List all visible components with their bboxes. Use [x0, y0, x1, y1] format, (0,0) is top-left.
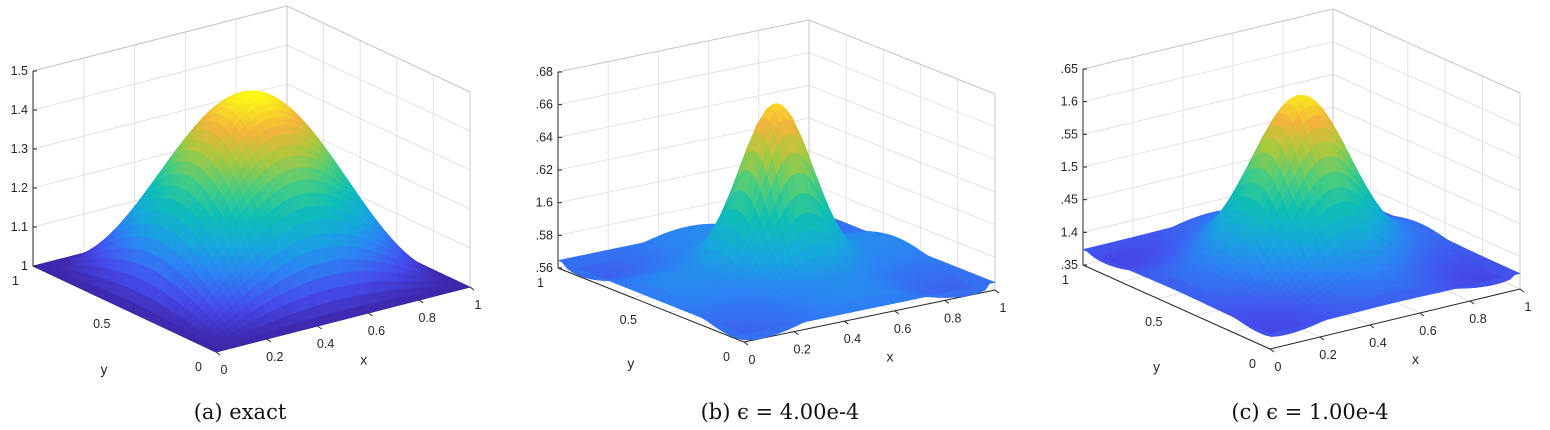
y-axis-label: y	[100, 361, 107, 377]
y-tick-label: 0	[723, 350, 730, 364]
z-tick-label: 1	[21, 259, 28, 273]
x-tick-label: 0.6	[368, 324, 385, 338]
z-tick-label: 1.3	[11, 142, 28, 156]
y-axis-line	[557, 267, 745, 343]
x-tick-mark	[317, 325, 322, 330]
z-tick-label: .68	[536, 65, 553, 79]
surface-plot-eps-1e-4: 0 0.2 0.4 0.6 0.8 1 0 0.5 1.35 1.4.45 1.5.55 1.6.65…	[1040, 0, 1550, 395]
surface-plot-exact: 0 0.2 0.4 0.6 0.8 1 0 0.5 1 1 1.1 1.2 1.3 1.4 1.5 x y	[0, 0, 500, 395]
x-tick-label: 0.4	[317, 337, 334, 351]
x-axis-label: x	[360, 351, 367, 367]
x-tick-label: 0.4	[844, 332, 861, 346]
x-tick-mark	[944, 299, 950, 304]
x-tick-mark	[844, 320, 849, 325]
x-tick-label: 0.6	[894, 322, 911, 336]
y-axis-label: y	[627, 355, 634, 371]
chart-c-canvas: 00.20.40.60.8100.51.351.4.451.5.551.6.65…	[1061, 8, 1532, 375]
box-edge	[1082, 8, 1334, 70]
x-tick-mark	[894, 310, 899, 315]
x-tick-label: 1	[475, 298, 482, 312]
wall-gridline	[1082, 8, 1521, 94]
z-tick-label: .62	[536, 163, 553, 177]
surface-mesh	[556, 102, 997, 341]
z-tick-label: .66	[536, 98, 553, 112]
box-edge	[1332, 8, 1521, 94]
surface-patch	[210, 348, 223, 353]
tick-labels: 00.20.40.60.8100.51.56.581.6.62.64.66.68…	[536, 65, 1007, 371]
x-tick-mark	[994, 289, 1000, 294]
x-tick-mark	[793, 331, 799, 336]
surface-mesh	[1082, 94, 1521, 337]
x-tick-mark	[368, 312, 373, 317]
x-tick-label: 0	[221, 363, 228, 377]
z-tick-label: .58	[536, 228, 553, 242]
z-tick-label: 1.4	[11, 103, 28, 117]
y-axis-line	[1082, 264, 1271, 350]
y-tick-label: 0	[195, 360, 202, 374]
x-tick-label: 0.2	[794, 343, 811, 357]
y-tick-label: 1	[12, 274, 19, 288]
wall-gridline	[32, 5, 471, 93]
x-axis-label: x	[887, 348, 894, 364]
x-tick-mark	[469, 286, 475, 291]
z-tick-label: .64	[536, 130, 553, 144]
surface-plot-eps-4e-4: 0 0.2 0.4 0.6 0.8 1 0 0.5 1.56.58 1.6.62.64.66.68…	[515, 0, 1015, 395]
box-edge	[557, 19, 810, 73]
z-tick-label: 1.2	[11, 181, 28, 195]
x-axis-line	[1269, 288, 1521, 350]
x-tick-label: 0.8	[419, 311, 436, 325]
surface-mesh	[32, 90, 471, 353]
x-tick-label: 0.2	[266, 350, 283, 364]
x-tick-label: 0.8	[944, 311, 961, 325]
y-tick-label: 0.5	[620, 313, 637, 327]
box-edge	[32, 5, 288, 72]
x-tick-mark	[418, 299, 424, 304]
z-tick-label: 1.1	[11, 220, 28, 234]
chart-b-canvas: 00.20.40.60.8100.51.56.581.6.62.64.66.68…	[536, 19, 1007, 371]
wall-gridline	[557, 19, 996, 95]
x-tick-mark	[215, 351, 221, 356]
z-tick-label: 1.5	[11, 64, 28, 78]
x-tick-mark	[743, 341, 749, 346]
x-tick-label: 1	[1000, 301, 1007, 315]
y-tick-label: 1	[537, 276, 544, 290]
box-edge	[286, 5, 471, 93]
x-tick-mark	[266, 338, 272, 343]
surface-patch	[739, 332, 751, 341]
z-tick-label: 1.6	[536, 196, 553, 210]
y-tick-label: 0.5	[93, 317, 110, 331]
box-edge	[808, 19, 996, 95]
z-tick-label: .56	[536, 261, 553, 275]
x-tick-label: 0	[749, 353, 756, 367]
x-axis-line	[743, 289, 996, 343]
